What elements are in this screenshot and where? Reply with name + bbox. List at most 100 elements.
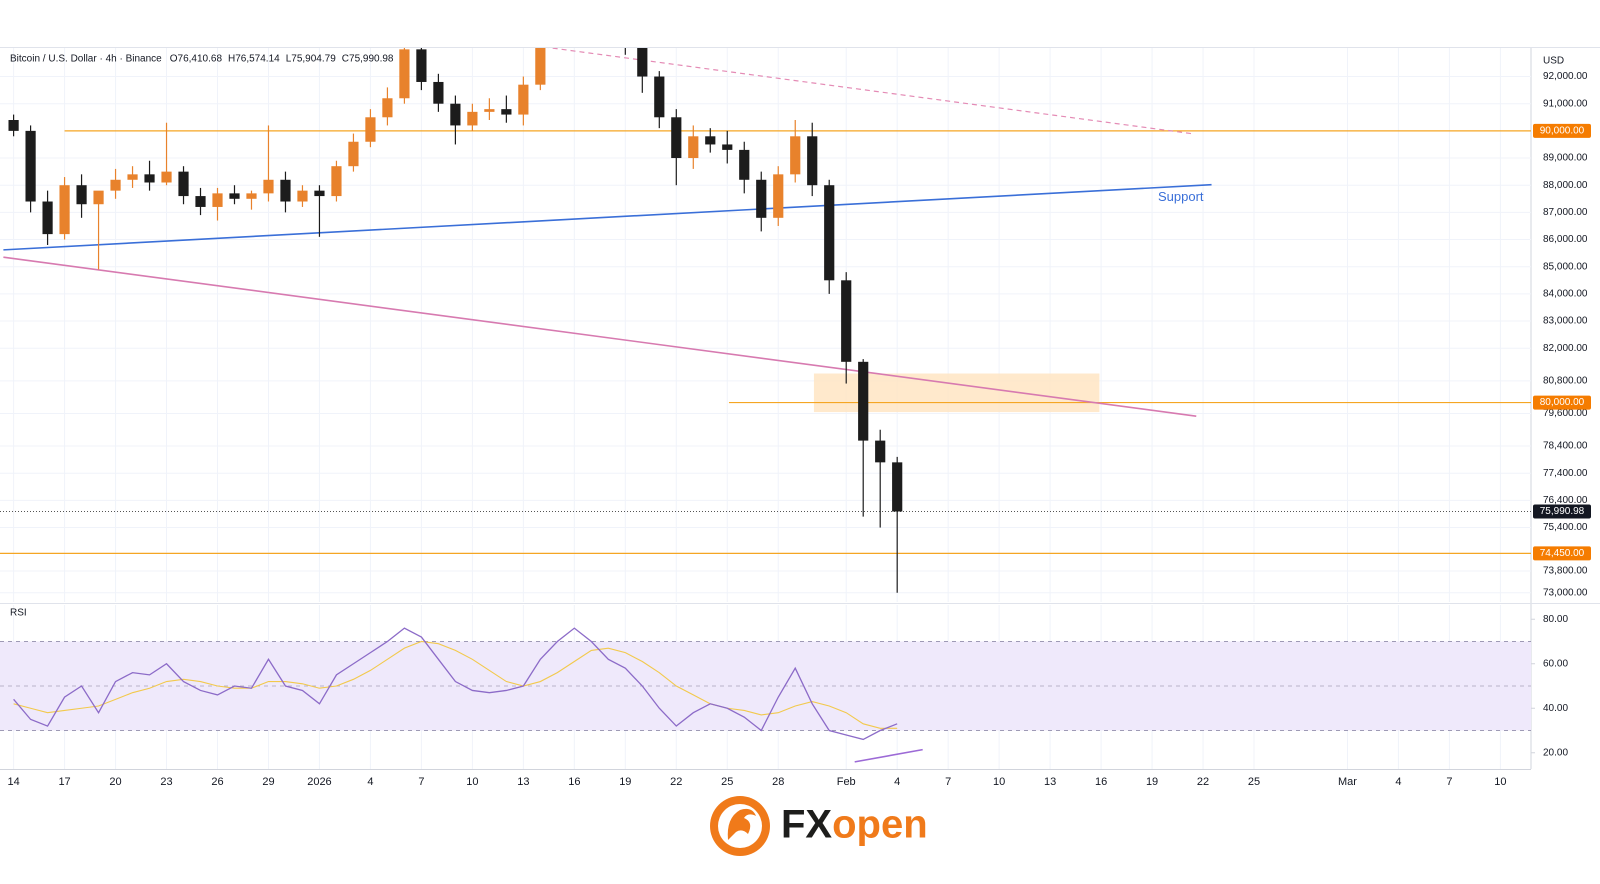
x-tick-label: 23	[160, 776, 172, 788]
ohlc-value: L75,904.79	[286, 54, 336, 65]
price-plot	[0, 48, 1531, 593]
x-tick-label: 4	[367, 776, 373, 788]
x-tick-label: 19	[1146, 776, 1158, 788]
candle-body	[450, 103, 461, 126]
candle-body	[25, 130, 36, 202]
candle-body	[739, 149, 750, 180]
candle-body	[824, 185, 835, 281]
brand-text: FX	[781, 803, 832, 847]
candle-body	[161, 171, 172, 183]
level-tag-label: 80,000.00	[1540, 397, 1585, 408]
x-tick-label: Feb	[837, 776, 856, 788]
chart-layer: 14 17 20 23 26 29 2026 4 7 10 13 16 19 22 25 28 Feb 4 7 10 1…	[0, 47, 1600, 788]
x-tick-label: 7	[1446, 776, 1452, 788]
y-tick-label: 89,000.00	[1543, 153, 1588, 164]
x-tick-label: 28	[772, 776, 784, 788]
x-tick-label: 16	[568, 776, 580, 788]
y-tick-label: 88,000.00	[1543, 180, 1588, 191]
currency-label: USD	[1543, 56, 1564, 67]
logo-dragon	[727, 808, 756, 840]
level-tag-label: 74,450.00	[1540, 548, 1585, 559]
candle-body	[93, 190, 104, 205]
trend-line	[3, 183, 1212, 251]
y-tick-label: 60.00	[1543, 658, 1568, 669]
y-tick-label: 92,000.00	[1543, 71, 1588, 82]
rsi-plot	[0, 627, 1531, 741]
trend-line	[3, 256, 1197, 417]
y-tick-label: 20.00	[1543, 747, 1568, 758]
ohlc-value: O76,410.68	[170, 54, 223, 65]
level-tag	[1533, 123, 1591, 138]
level-tag-label: 90,000.00	[1540, 126, 1585, 137]
candle-body	[314, 190, 325, 197]
ohlc-value: H76,574.14	[228, 54, 280, 65]
y-tick-label: 80.00	[1543, 614, 1568, 625]
candle-body	[433, 81, 444, 104]
x-tick-label: 25	[721, 776, 733, 788]
candle-body	[654, 76, 665, 118]
y-tick-label: 75,400.00	[1543, 522, 1588, 533]
y-tick-label: 86,000.00	[1543, 234, 1588, 245]
rsi-title: RSI	[10, 608, 27, 619]
candle-body	[8, 120, 19, 131]
y-tick-label: 83,000.00	[1543, 316, 1588, 327]
candle-body	[484, 109, 495, 112]
candle-body	[195, 196, 206, 207]
x-tick-label: 29	[262, 776, 274, 788]
trend-label: Support	[1158, 189, 1204, 204]
last-price-tag	[1533, 504, 1591, 519]
candle-body	[399, 49, 410, 99]
candle-body	[807, 136, 818, 186]
candle-body	[705, 136, 716, 145]
y-tick-label: 78,400.00	[1543, 441, 1588, 452]
rsi-line	[13, 640, 898, 729]
y-tick-label: 82,000.00	[1543, 343, 1588, 354]
zone	[813, 373, 1100, 413]
y-tick-label: 79,600.00	[1543, 408, 1588, 419]
candle-body	[212, 193, 223, 207]
last-price-label: 75,990.98	[1540, 506, 1585, 517]
level-tag	[1533, 546, 1591, 561]
candle-body	[110, 179, 121, 191]
candle-body	[331, 166, 342, 197]
y-tick-label: 87,000.00	[1543, 207, 1588, 218]
candle-body	[637, 48, 648, 77]
x-tick-label: 10	[993, 776, 1005, 788]
candle-body	[246, 193, 257, 199]
candle-body	[841, 280, 852, 362]
candle-body	[501, 109, 512, 115]
y-tick-label: 80,800.00	[1543, 375, 1588, 386]
candle-body	[671, 117, 682, 159]
brand-logo: FX open	[710, 796, 928, 856]
trend-line	[547, 48, 1192, 135]
candle-body	[790, 136, 801, 175]
x-tick-label: Mar	[1338, 776, 1357, 788]
x-tick-label: 25	[1248, 776, 1260, 788]
candle-body	[382, 98, 393, 118]
y-tick-label: 73,800.00	[1543, 566, 1588, 577]
candle-body	[518, 84, 529, 115]
x-tick-label: 14	[7, 776, 19, 788]
candle-body	[42, 201, 53, 235]
y-tick-label: 73,000.00	[1543, 587, 1588, 598]
x-tick-label: 22	[670, 776, 682, 788]
candle-body	[59, 185, 70, 235]
candle-body	[416, 49, 427, 82]
candle-body	[280, 179, 291, 202]
candle-body	[773, 174, 784, 218]
x-tick-label: 10	[466, 776, 478, 788]
y-tick-label: 84,000.00	[1543, 289, 1588, 300]
x-tick-label: 19	[619, 776, 631, 788]
x-tick-label: 7	[418, 776, 424, 788]
x-tick-label: 13	[1044, 776, 1056, 788]
x-tick-label: 7	[945, 776, 951, 788]
candle-body	[229, 193, 240, 199]
symbol-title: Bitcoin / U.S. Dollar · 4h · Binance	[10, 54, 162, 65]
candle-body	[858, 361, 869, 441]
candle-body	[535, 48, 546, 85]
x-tick-label: 17	[58, 776, 70, 788]
x-tick-label: 4	[894, 776, 900, 788]
rsi-band	[0, 641, 1531, 731]
